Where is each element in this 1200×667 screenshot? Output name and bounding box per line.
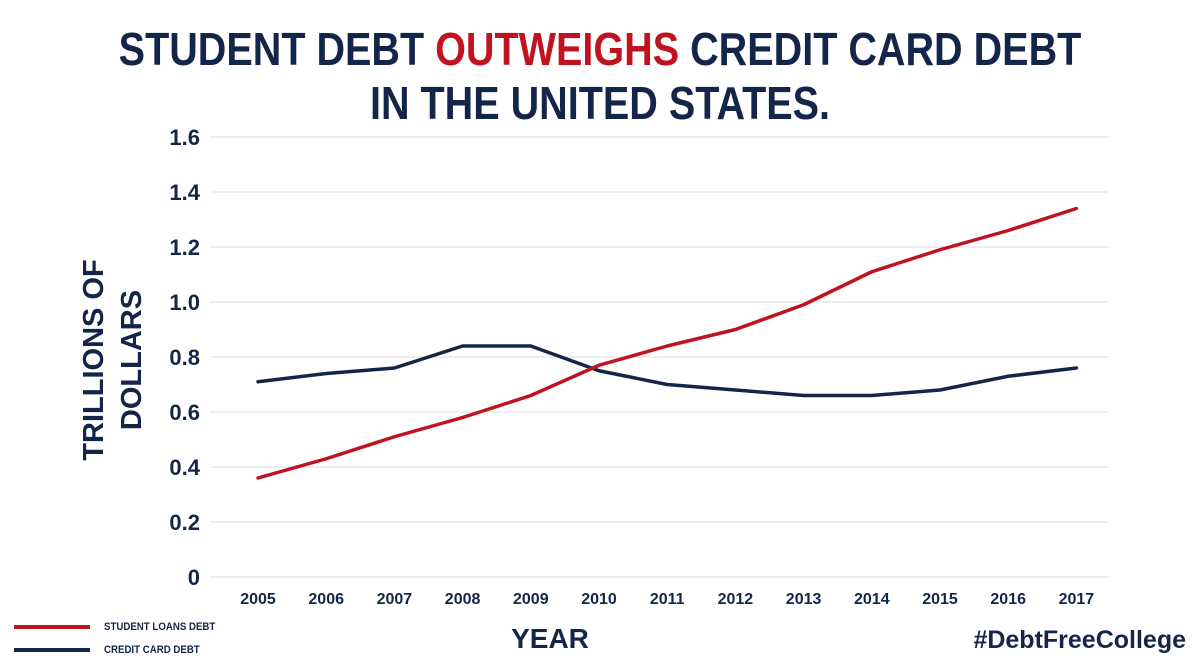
gridlines (210, 136, 1108, 578)
x-tick-label: 2007 (377, 591, 413, 608)
y-tick-label: 1.4 (169, 180, 200, 205)
legend-label-credit-card: CREDIT CARD DEBT (104, 643, 200, 656)
x-tick-label: 2013 (786, 591, 822, 608)
x-tick-label: 2017 (1059, 591, 1095, 608)
title-part1: STUDENT DEBT (118, 23, 436, 75)
x-tick-label: 2010 (581, 591, 617, 608)
y-tick-label: 0.8 (169, 345, 200, 370)
x-tick-label: 2009 (513, 591, 549, 608)
x-tick-label: 2014 (854, 591, 890, 608)
x-tick-label: 2016 (990, 591, 1026, 608)
series-line-student-loans (256, 206, 1079, 480)
title-line-2: IN THE UNITED STATES. (369, 77, 831, 129)
x-axis-label: YEAR (511, 623, 589, 654)
x-tick-label: 2012 (718, 591, 754, 608)
title-highlight: OUTWEIGHS (435, 23, 680, 75)
y-tick-label: 1.2 (169, 235, 200, 260)
y-tick-label: 0 (188, 565, 200, 590)
title-line-1: STUDENT DEBT OUTWEIGHS CREDIT CARD DEBT (84, 22, 1116, 76)
x-tick-label: 2015 (922, 591, 958, 608)
y-tick-label: 0.4 (169, 455, 200, 480)
series-line-credit-card (256, 344, 1079, 398)
legend-swatch-credit-card (14, 647, 90, 652)
y-axis-label: TRILLIONS OF DOLLARS (78, 259, 148, 461)
legend-label-student-loans: STUDENT LOANS DEBT (104, 620, 216, 633)
legend-item-credit-card: CREDIT CARD DEBT (14, 638, 231, 661)
x-tick-label: 2006 (308, 591, 344, 608)
x-tick-label: 2011 (650, 591, 685, 608)
legend-item-student-loans: STUDENT LOANS DEBT (14, 615, 231, 638)
legend-swatch-student-loans (14, 624, 90, 629)
x-tick-label: 2008 (445, 591, 481, 608)
x-tick-labels: 2005 2006 2007 2008 2009 2010 2011 2012 2013 2014… (240, 591, 1094, 608)
x-tick-label: 2005 (240, 591, 276, 608)
y-tick-label: 1.6 (169, 125, 200, 150)
y-tick-labels: 0 0.2 0.4 0.6 0.8 1.0 1.2 1.4 1.6 (169, 125, 200, 590)
hashtag: #DebtFreeCollege (973, 626, 1186, 654)
y-tick-label: 1.0 (169, 290, 200, 315)
y-tick-label: 0.2 (169, 510, 200, 535)
title-part2: CREDIT CARD DEBT (679, 23, 1082, 75)
legend: STUDENT LOANS DEBT CREDIT CARD DEBT (14, 615, 231, 661)
chart-title: STUDENT DEBT OUTWEIGHS CREDIT CARD DEBT … (84, 22, 1116, 130)
y-tick-label: 0.6 (169, 400, 200, 425)
series-lines (256, 206, 1079, 480)
